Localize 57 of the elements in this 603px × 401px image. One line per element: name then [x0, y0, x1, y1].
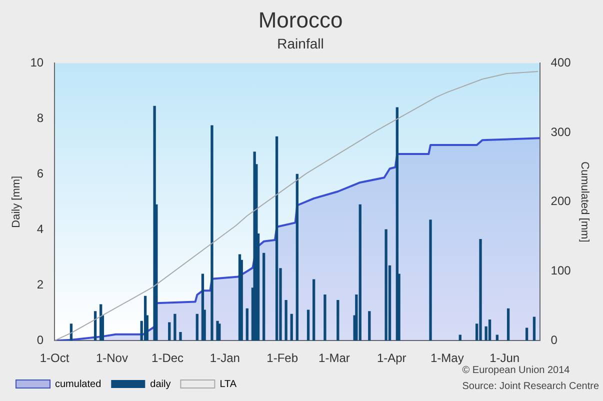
- x-tick-label: 1-Mar: [318, 351, 350, 366]
- y-tick-label: 6: [36, 166, 44, 180]
- y-tick-label: 2: [36, 277, 44, 292]
- bar: [262, 252, 266, 341]
- y2-axis-title: Cumulated [mm]: [578, 162, 590, 242]
- x-tick-label: 1-Apr: [376, 351, 406, 366]
- bar: [488, 319, 492, 341]
- bar: [168, 322, 171, 341]
- source-note: Source: Joint Research Centre: [462, 380, 599, 394]
- y2-tick-label: 300: [550, 124, 572, 139]
- x-tick-label: 1-Feb: [266, 351, 298, 366]
- bar: [429, 220, 432, 341]
- bar: [179, 332, 182, 341]
- bar: [306, 310, 310, 341]
- text: © European Union 2014: [462, 364, 571, 378]
- bar: [358, 204, 362, 341]
- y-tick-label: 10: [30, 56, 44, 70]
- legend-label: LTA: [220, 378, 237, 390]
- y2-tick-label: 100: [550, 264, 572, 278]
- x-tick-label: 1-Jan: [210, 351, 240, 366]
- bar: [496, 334, 499, 341]
- bar: [284, 300, 288, 341]
- y2-tick-label: 0: [550, 332, 558, 347]
- y-axis-title: Daily [mm]: [10, 176, 23, 228]
- bar: [312, 279, 316, 341]
- bar: [458, 334, 462, 341]
- y-tick-label: 0: [36, 332, 44, 347]
- bar: [336, 300, 340, 341]
- x-tick-label: 1-Dec: [152, 351, 184, 366]
- chart-title: Morocco: [258, 7, 343, 32]
- x-tick-label: 1-Nov: [96, 351, 128, 366]
- bar: [479, 239, 482, 341]
- legend-label: cumulated: [55, 378, 102, 390]
- x-tick-label: 1-Oct: [40, 351, 70, 366]
- bar: [196, 314, 198, 341]
- bar: [174, 314, 176, 341]
- chart-subtitle: Rainfall: [277, 36, 324, 52]
- bar: [290, 314, 293, 341]
- bar: [246, 308, 248, 341]
- bar: [296, 174, 298, 341]
- bar: [210, 125, 214, 341]
- x-tick-label: 1-May: [430, 351, 464, 366]
- bar: [218, 324, 221, 341]
- y2-tick-label: 200: [550, 194, 572, 208]
- bar: [368, 311, 371, 341]
- bar: [506, 308, 510, 341]
- bar: [324, 294, 326, 341]
- x-tick-label: 1-Jun: [490, 351, 520, 366]
- bar: [532, 316, 536, 341]
- bar: [384, 229, 388, 341]
- bar: [94, 311, 97, 341]
- y-tick-label: 4: [36, 222, 44, 236]
- y2-tick-label: 400: [550, 56, 572, 70]
- legend-label: daily: [150, 378, 171, 390]
- bar: [275, 136, 278, 341]
- bar: [525, 328, 528, 341]
- y-tick-label: 8: [36, 110, 44, 125]
